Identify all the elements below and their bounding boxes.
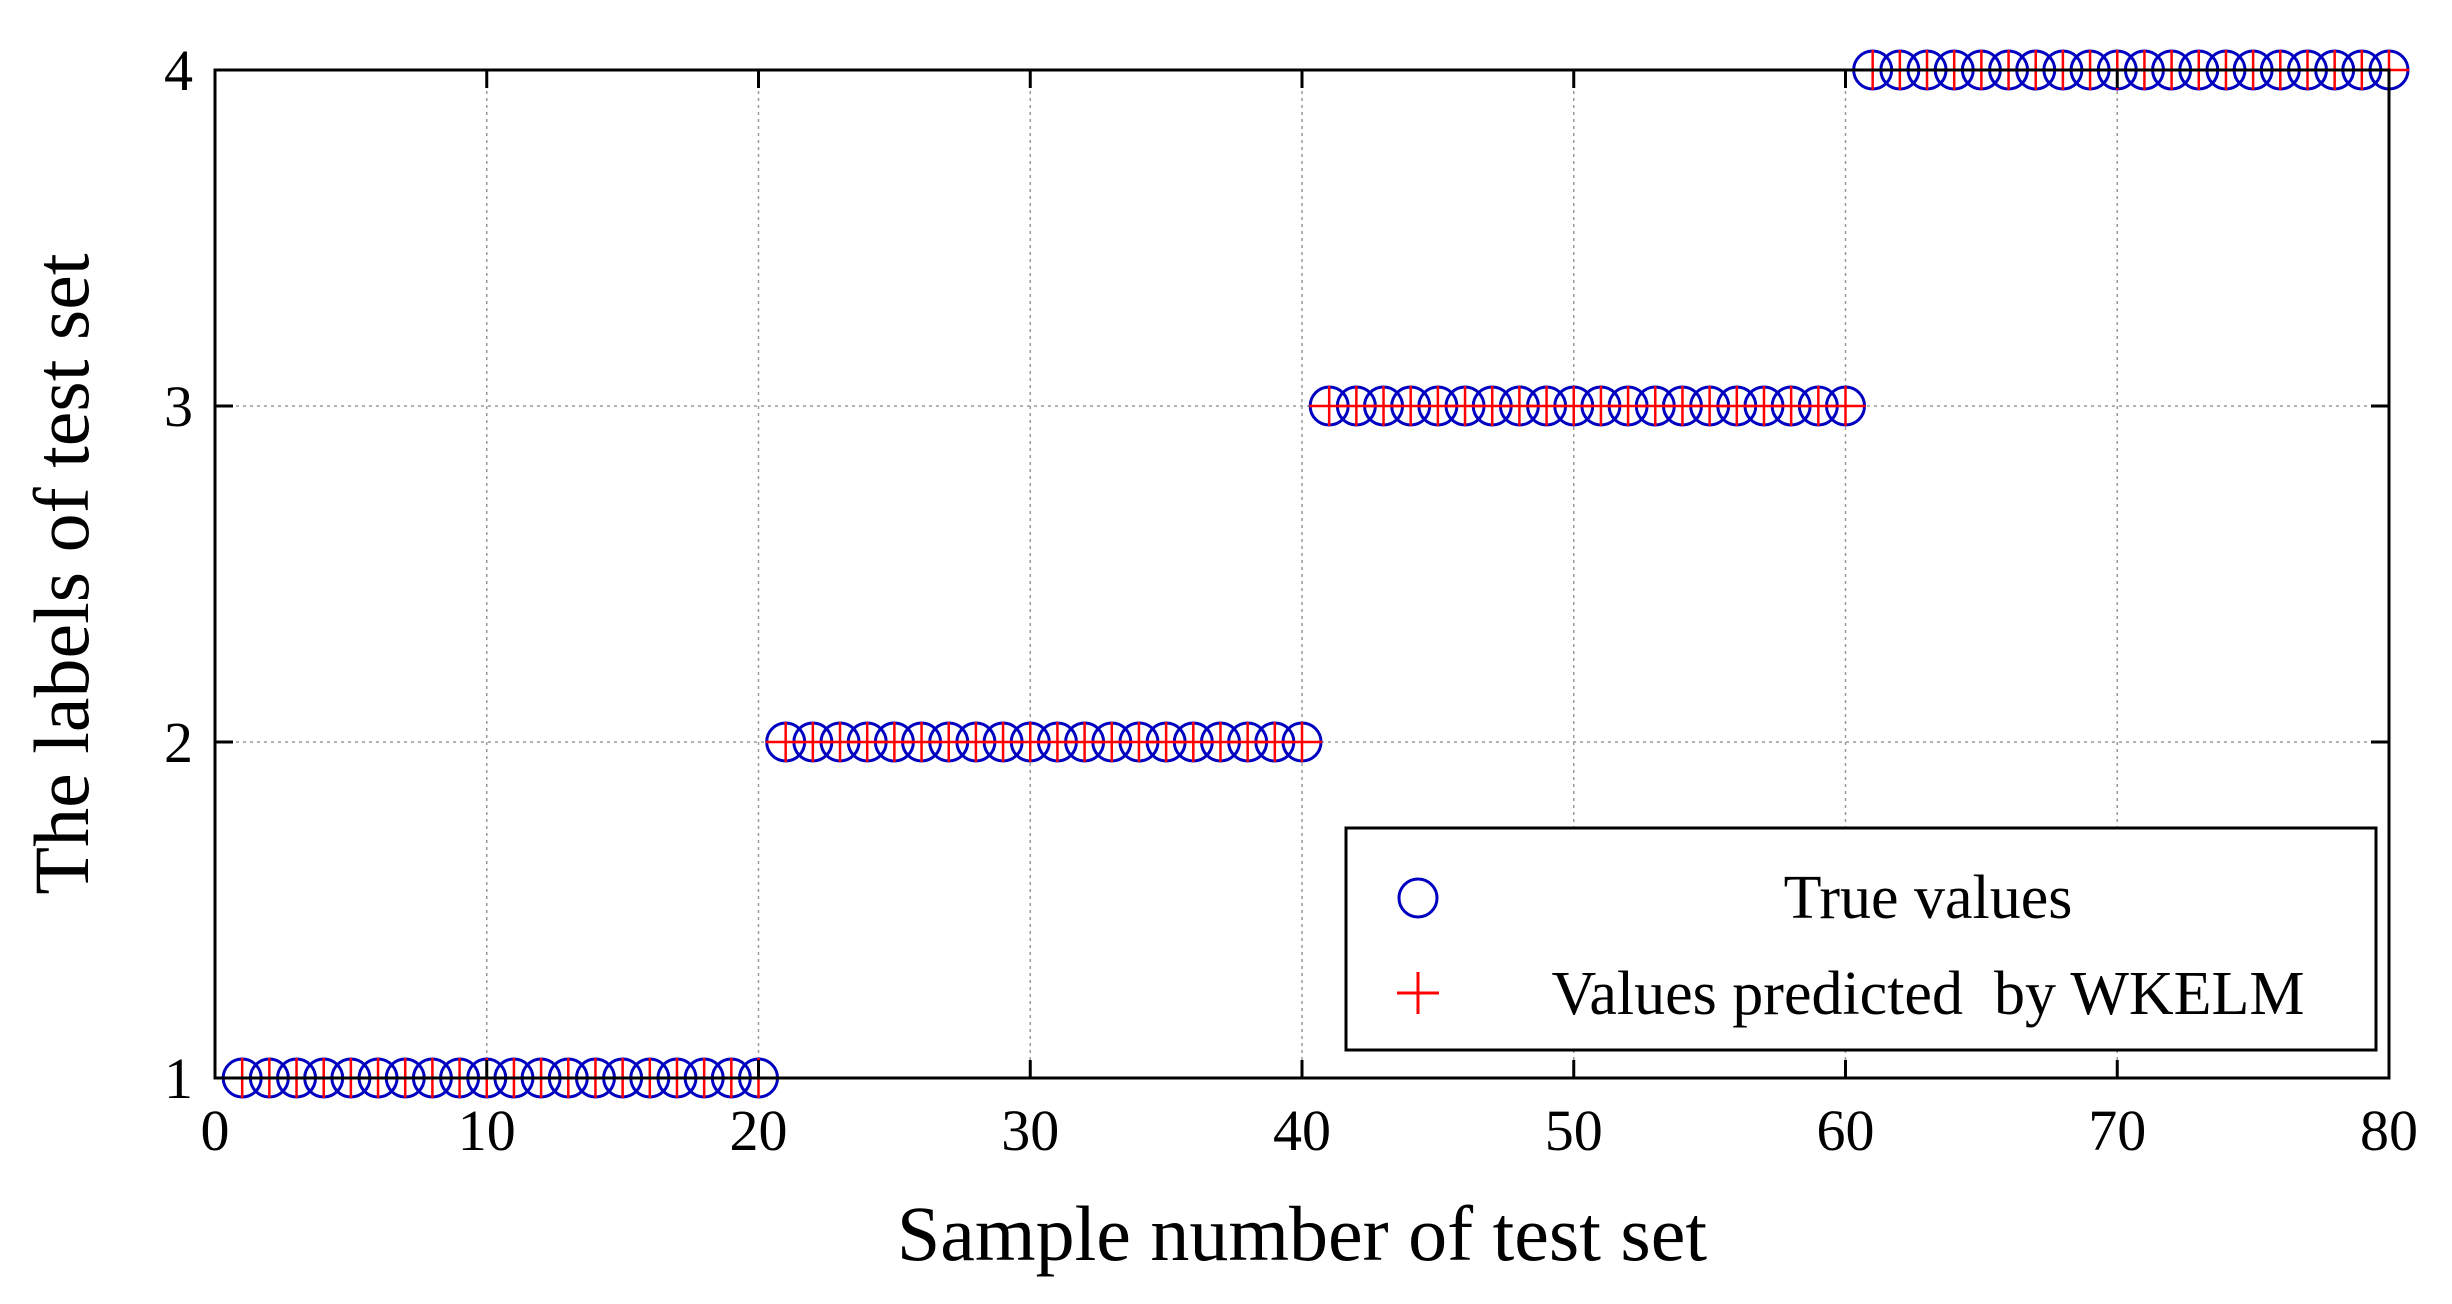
legend-label-true-values: True values — [1784, 864, 2073, 932]
predicted-value-point — [1825, 386, 1866, 426]
y-tick-label: 3 — [164, 374, 193, 439]
legend-plus-marker — [1397, 972, 1439, 1014]
y-tick-label: 1 — [164, 1046, 193, 1111]
x-tick-label: 20 — [730, 1098, 788, 1163]
x-tick-label: 30 — [1001, 1098, 1059, 1163]
y-tick-label: 4 — [164, 38, 193, 103]
x-axis-title: Sample number of test set — [897, 1190, 1707, 1277]
x-tick-label: 70 — [2088, 1098, 2146, 1163]
tick-labels: 0 10 20 30 40 50 60 70 80 1 2 3 4 — [164, 38, 2418, 1163]
legend-circle-marker — [1397, 877, 1439, 919]
x-tick-label: 40 — [1273, 1098, 1331, 1163]
legend-box — [1344, 826, 2378, 1052]
predicted-value-point — [1282, 722, 1322, 762]
x-tick-label: 50 — [1545, 1098, 1603, 1163]
x-tick-label: 60 — [1817, 1098, 1875, 1163]
y-axis-title: The labels of test set — [18, 253, 105, 894]
ticks — [213, 68, 2391, 1080]
x-tick-label: 10 — [458, 1098, 516, 1163]
x-tick-label: 0 — [201, 1098, 230, 1163]
x-tick-label: 80 — [2360, 1098, 2418, 1163]
legend-label-predicted-values: Values predicted by WKELM — [1552, 960, 2305, 1028]
y-tick-label: 2 — [164, 710, 193, 775]
legend: True values Values predicted by WKELM — [1344, 826, 2378, 1052]
